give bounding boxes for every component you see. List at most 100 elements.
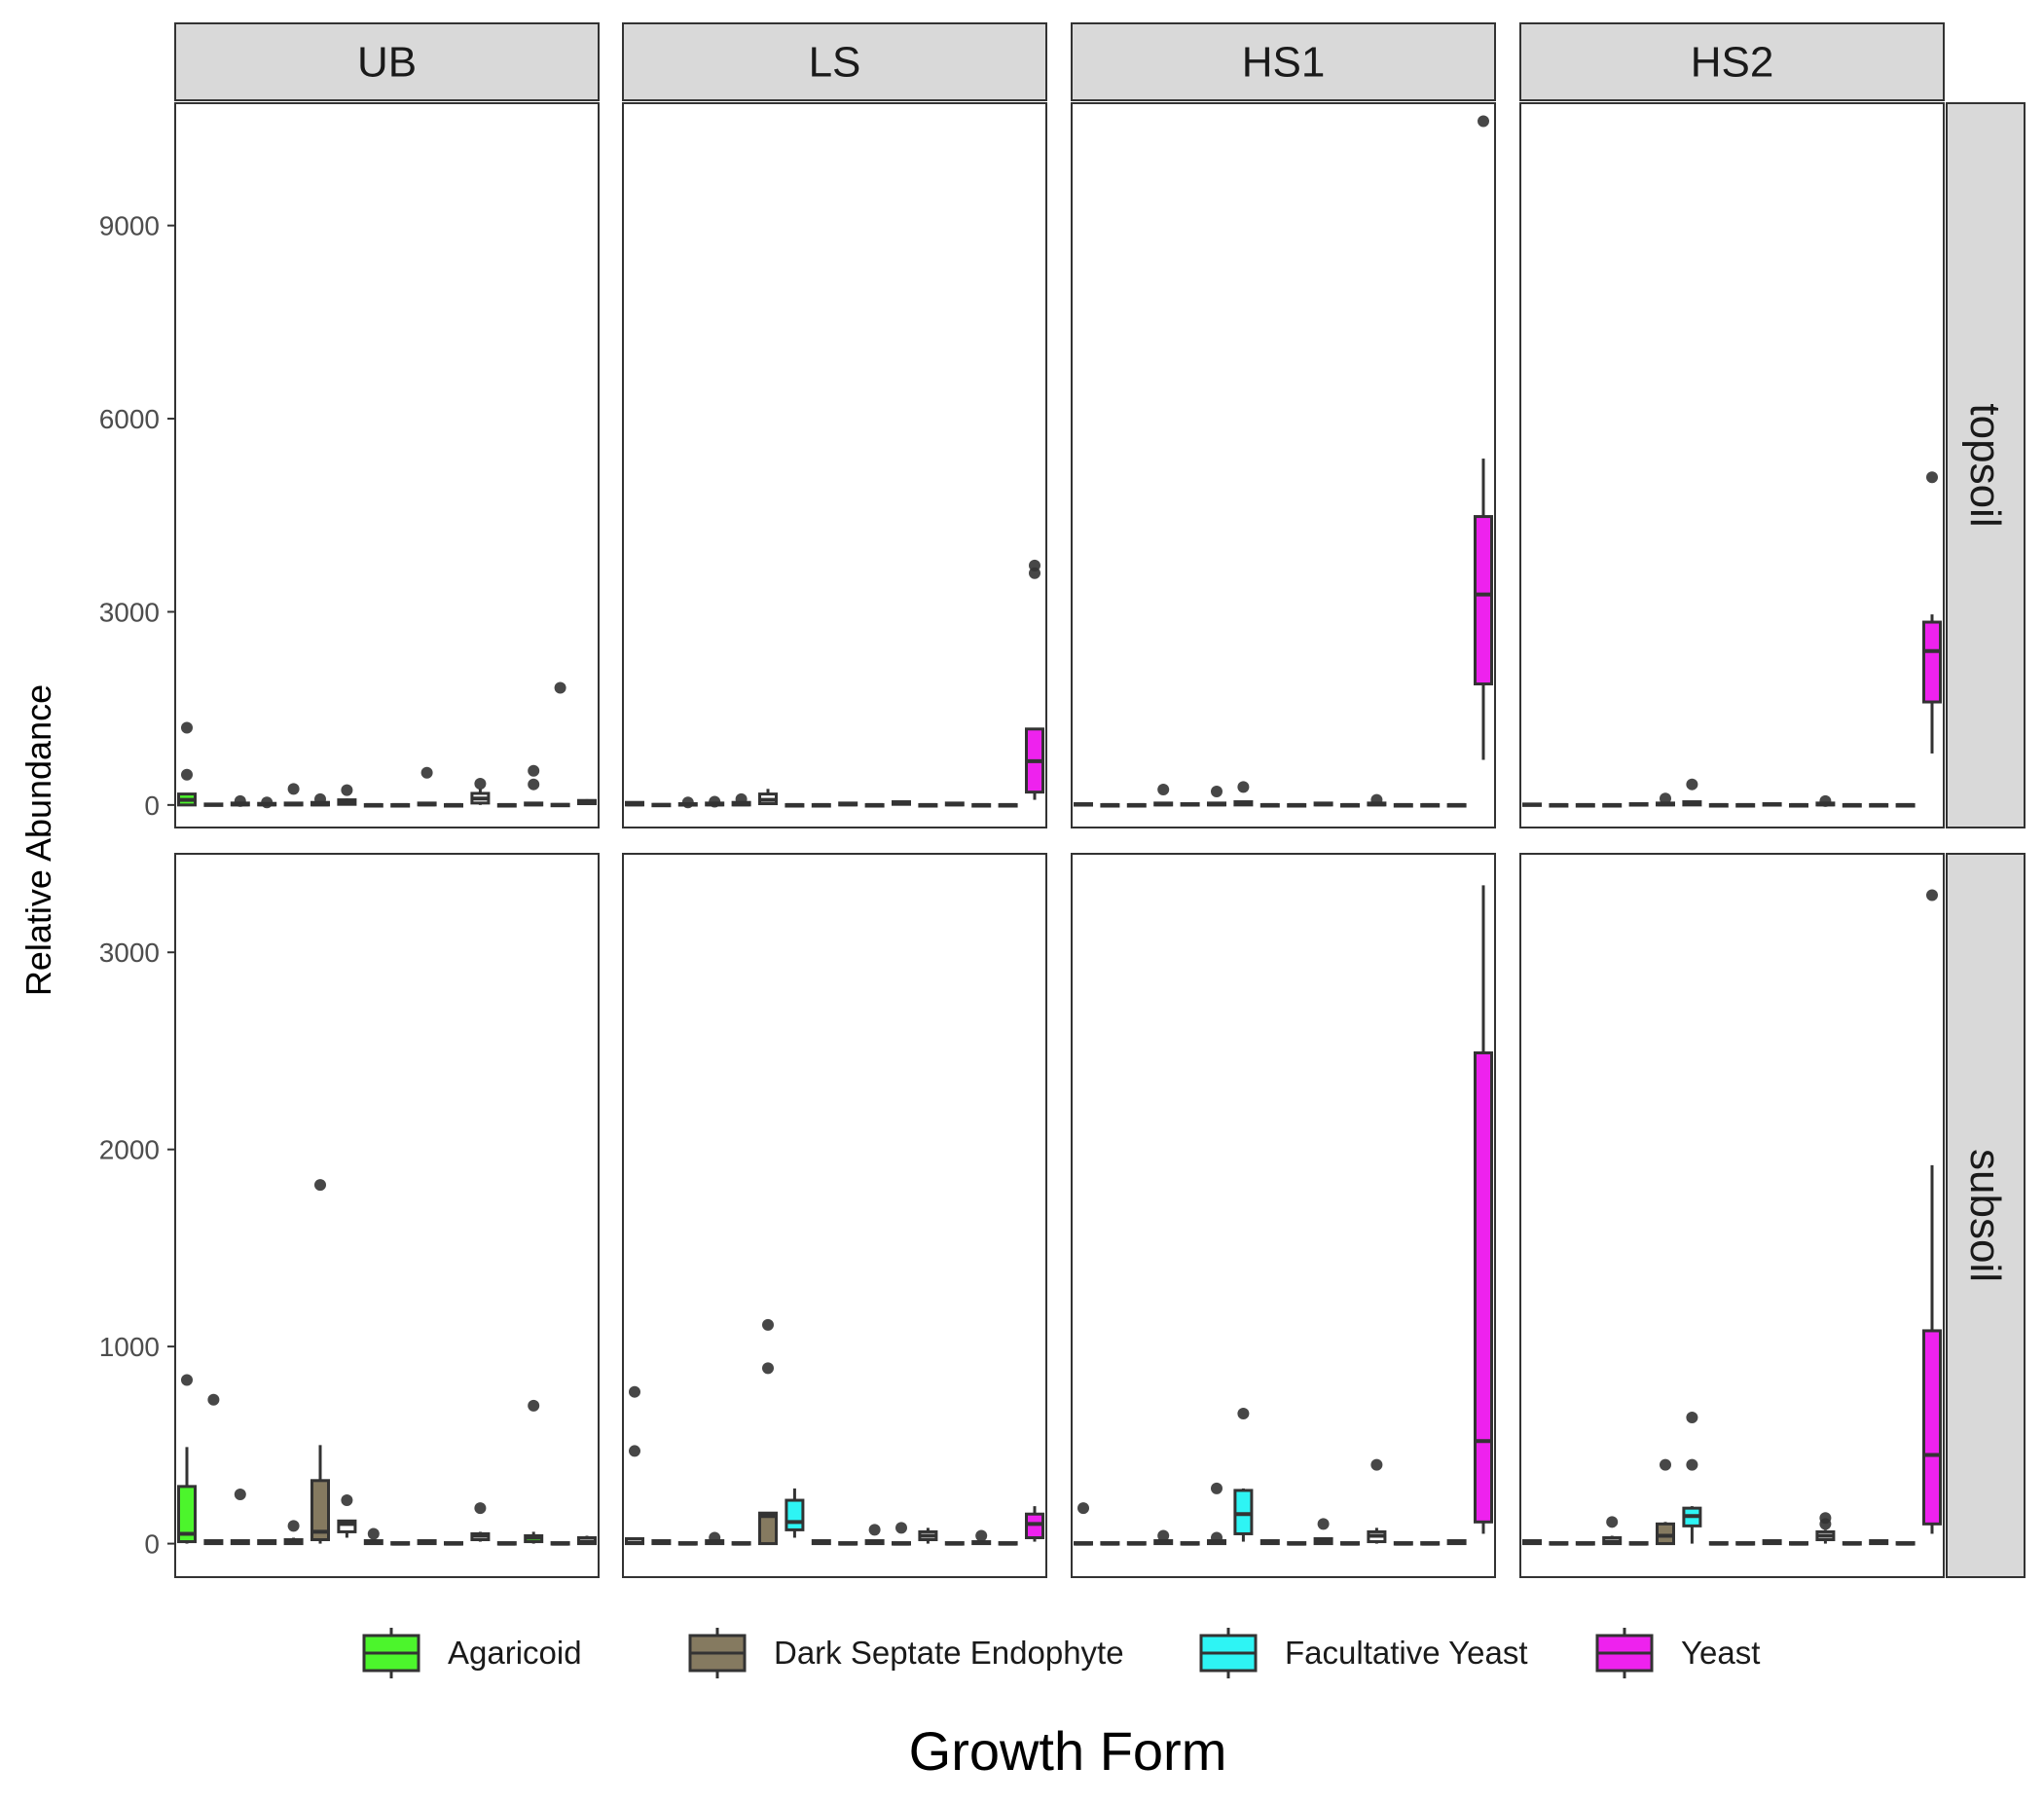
box-15 [577, 1535, 597, 1546]
strip-label-subsoil: subsoil [1961, 1149, 2009, 1282]
strip-label-HS2: HS2 [1691, 39, 1774, 87]
outlier-point [314, 792, 326, 805]
box-10 [1789, 802, 1808, 808]
box-7 [811, 802, 831, 808]
panel-border [174, 853, 600, 1578]
y-tick-label-topsoil: 9000 [99, 211, 160, 241]
box-7 [363, 1527, 383, 1546]
box-7 [363, 802, 383, 808]
strip-HS1 [1071, 22, 1496, 101]
box-12 [944, 801, 965, 807]
outlier-point [1211, 1531, 1223, 1544]
box-9 [864, 802, 885, 808]
panel-border [1071, 102, 1496, 828]
box-9 [1762, 1539, 1782, 1546]
outlier-point [1157, 1529, 1170, 1542]
box-1 [1549, 1541, 1569, 1546]
box-3 [705, 1531, 725, 1546]
legend-label-yeast: Yeast [1681, 1635, 1760, 1671]
box-14 [550, 681, 570, 808]
box-9 [864, 1524, 885, 1546]
outlier-point [261, 796, 274, 809]
outlier-point [234, 1488, 246, 1500]
box-0 [1074, 1502, 1093, 1546]
panel-topsoil-HS2 [1519, 102, 1945, 828]
box-5 [1656, 792, 1675, 807]
box-4 [1628, 1541, 1649, 1546]
box-13 [524, 764, 544, 807]
legend-item-dark-septate-endophyte: Dark Septate Endophyte [688, 1628, 1124, 1678]
box-1 [1100, 1541, 1120, 1546]
box-5 [758, 789, 778, 806]
outlier-point [1370, 793, 1383, 806]
outlier-point [1686, 778, 1698, 791]
box-14 [1895, 802, 1916, 808]
outlier-point [341, 1494, 353, 1507]
outlier-point [1819, 1512, 1832, 1525]
outlier-point [868, 1524, 881, 1536]
y-tick-label-subsoil: 0 [144, 1529, 160, 1560]
strip-LS [622, 22, 1047, 101]
panel-subsoil-HS1 [1071, 853, 1496, 1578]
row-strips: topsoil subsoil [1946, 102, 2026, 1578]
panel-subsoil-LS [622, 853, 1047, 1578]
box-10 [1340, 1541, 1360, 1546]
box-7 [811, 1539, 831, 1546]
outlier-point [234, 794, 246, 807]
outlier-point [1660, 1458, 1671, 1471]
box-11 [1815, 1512, 1836, 1544]
outlier-point [1237, 781, 1250, 793]
strip-label-UB: UB [357, 39, 417, 87]
box-body [1025, 1512, 1044, 1540]
box-3 [1602, 802, 1623, 808]
box-6 [337, 784, 357, 806]
box-body [177, 1485, 197, 1544]
y-tick-label-topsoil: 6000 [99, 404, 160, 434]
box-1 [651, 1539, 672, 1546]
outlier-point [1686, 1458, 1698, 1471]
outlier-point [1686, 1412, 1698, 1424]
box-3 [257, 1539, 277, 1546]
box-body [758, 1511, 778, 1546]
box-10 [892, 1522, 911, 1546]
box-14 [1895, 1541, 1916, 1546]
box-10 [1789, 1541, 1808, 1546]
box-6 [785, 1488, 805, 1538]
box-7 [1259, 1539, 1280, 1546]
outlier-point [367, 1527, 380, 1540]
outlier-point [1211, 785, 1223, 797]
box-body [1474, 515, 1493, 686]
box-11 [470, 1502, 491, 1542]
box-15 [577, 798, 597, 806]
box-11 [1367, 1458, 1387, 1544]
outlier-point [528, 1399, 540, 1412]
box-0 [1074, 802, 1093, 807]
outlier-point [181, 721, 193, 734]
y-tick-label-topsoil: 3000 [99, 597, 160, 627]
box-9 [1313, 801, 1333, 807]
panel-topsoil-HS1 [1071, 102, 1496, 828]
y-tick-label-subsoil: 2000 [99, 1135, 160, 1165]
outlier-point [1317, 1518, 1330, 1530]
box-12 [496, 802, 517, 808]
box-3 [705, 795, 725, 808]
legend-item-facultative-yeast: Facultative Yeast [1199, 1628, 1528, 1678]
y-tick-label-topsoil: 0 [144, 791, 160, 821]
box-15 [1474, 885, 1493, 1534]
box-7 [1708, 1541, 1729, 1546]
outlier-point [528, 778, 540, 791]
box-11 [918, 1527, 938, 1544]
column-strips: UB LS HS1 HS2 [174, 22, 1945, 101]
box-12 [1393, 802, 1413, 808]
y-tick-label-subsoil: 3000 [99, 938, 160, 968]
panel-border [1071, 853, 1496, 1578]
box-8 [1287, 1541, 1307, 1546]
outlier-point [1660, 792, 1671, 805]
box-9 [1313, 1518, 1333, 1546]
outlier-point [474, 778, 487, 791]
box-2 [1126, 1541, 1147, 1546]
box-body [310, 1479, 330, 1542]
box-15 [1025, 559, 1044, 800]
box-8 [838, 801, 858, 807]
